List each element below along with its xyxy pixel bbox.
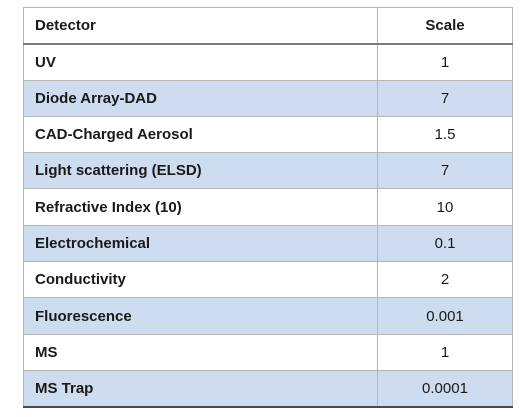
table-row: Light scattering (ELSD) 7 <box>23 152 513 190</box>
scale-cell: 1 <box>377 43 513 81</box>
detector-cell: Light scattering (ELSD) <box>23 152 378 190</box>
scale-cell: 0.0001 <box>377 370 513 408</box>
table-row: CAD-Charged Aerosol 1.5 <box>23 116 513 154</box>
detector-cell: Electrochemical <box>23 225 378 263</box>
scale-cell: 0.1 <box>377 225 513 263</box>
detector-cell: Refractive Index (10) <box>23 188 378 226</box>
scale-cell: 0.001 <box>377 297 513 335</box>
scale-cell: 10 <box>377 188 513 226</box>
detector-cell: MS <box>23 334 378 371</box>
table-row: Conductivity 2 <box>23 261 513 299</box>
detector-cell: UV <box>23 43 378 81</box>
detector-cell: Diode Array-DAD <box>23 80 378 117</box>
table-header-row: Detector Scale <box>23 6 513 45</box>
table-row: Electrochemical 0.1 <box>23 225 513 263</box>
table-row: Refractive Index (10) 10 <box>23 188 513 226</box>
scale-cell: 7 <box>377 80 513 117</box>
detector-scale-table: Detector Scale UV 1 Diode Array-DAD 7 CA… <box>23 6 513 408</box>
table-row: MS 1 <box>23 334 513 371</box>
table-row: UV 1 <box>23 43 513 81</box>
header-scale: Scale <box>377 6 513 45</box>
scale-cell: 1 <box>377 334 513 371</box>
table-row: Fluorescence 0.001 <box>23 297 513 335</box>
detector-cell: Conductivity <box>23 261 378 299</box>
scale-cell: 2 <box>377 261 513 299</box>
detector-cell: Fluorescence <box>23 297 378 335</box>
detector-cell: MS Trap <box>23 370 378 408</box>
table-row: MS Trap 0.0001 <box>23 370 513 408</box>
detector-cell: CAD-Charged Aerosol <box>23 116 378 154</box>
header-detector: Detector <box>23 6 378 45</box>
table-row: Diode Array-DAD 7 <box>23 80 513 117</box>
scale-cell: 7 <box>377 152 513 190</box>
scale-cell: 1.5 <box>377 116 513 154</box>
